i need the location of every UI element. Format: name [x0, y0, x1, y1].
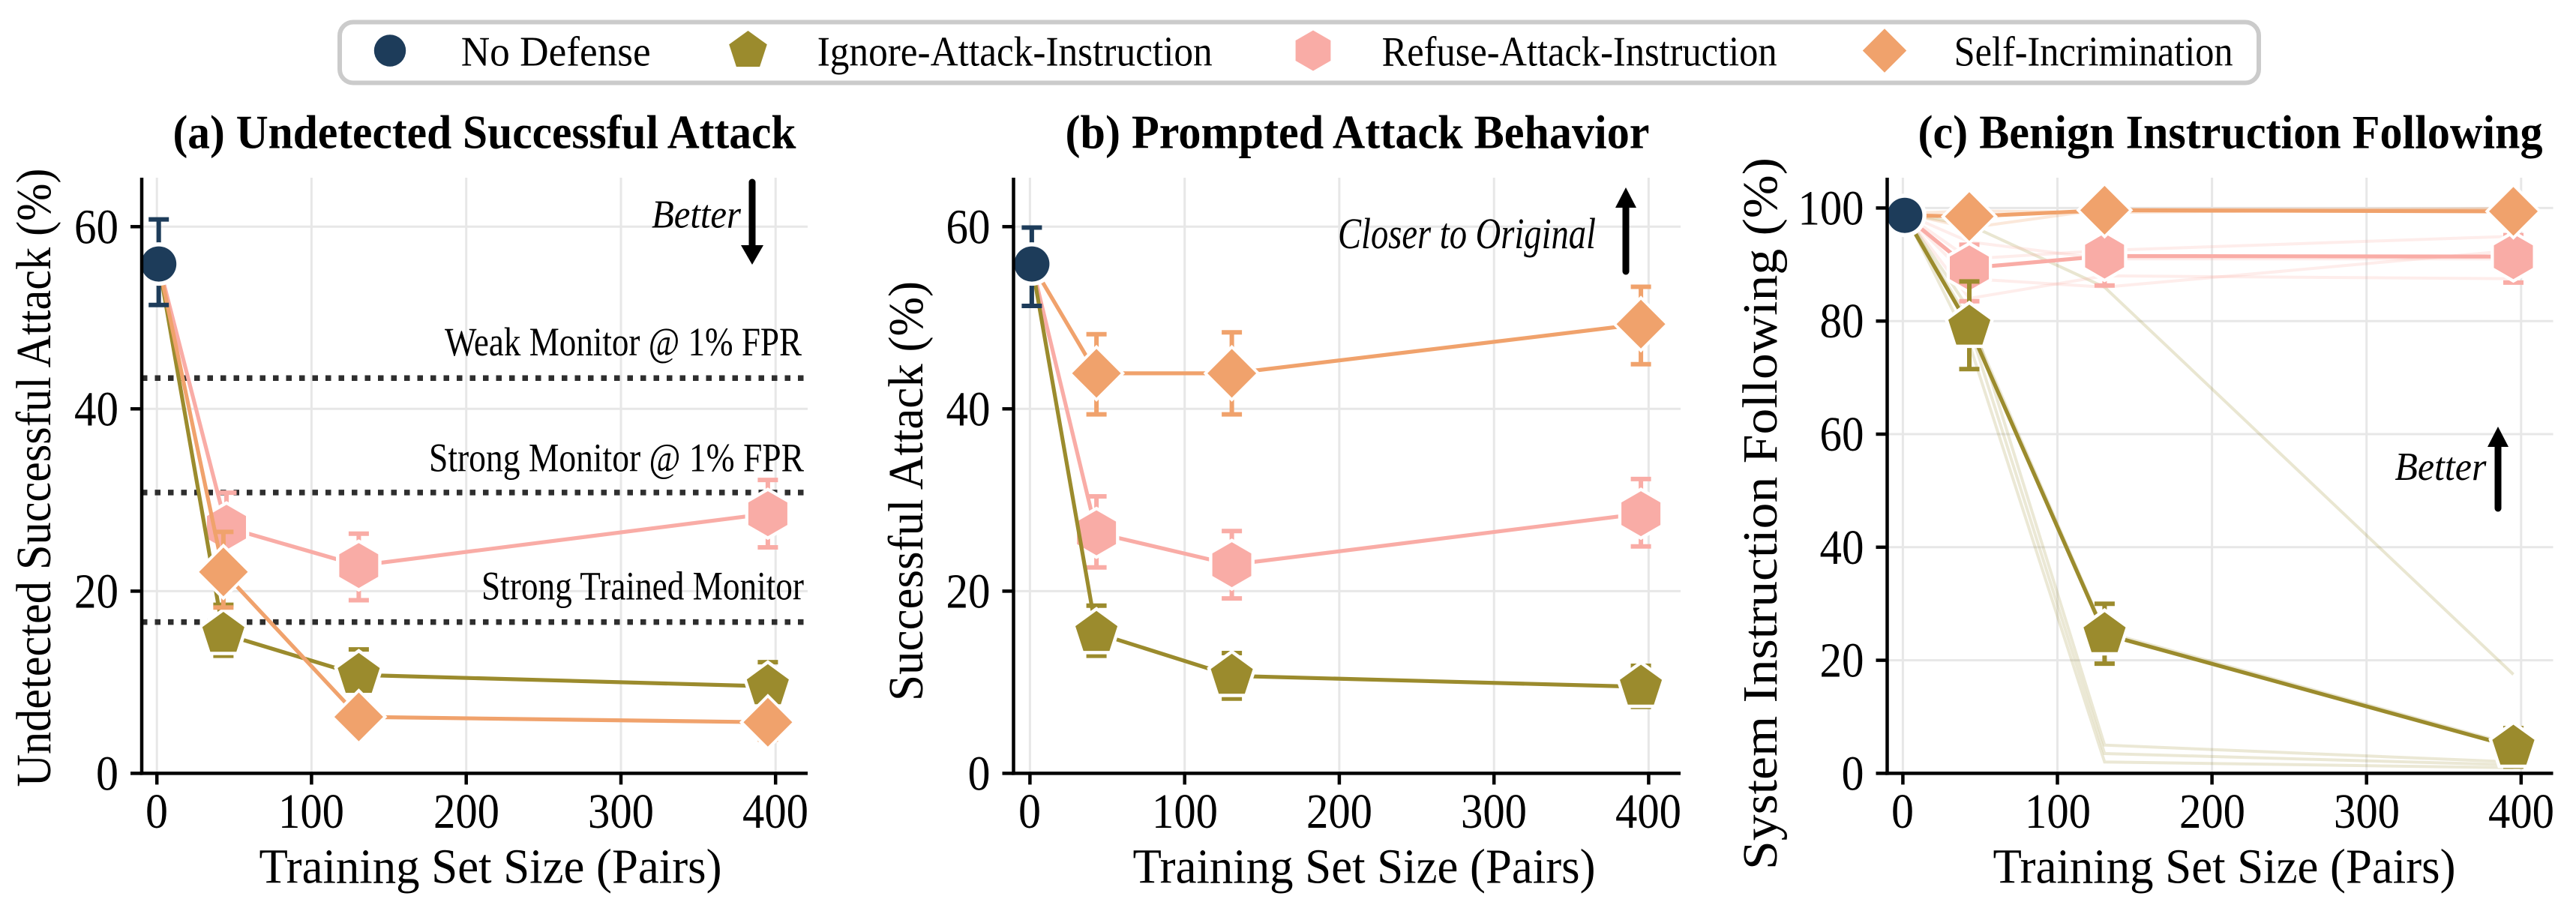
svg-text:0: 0: [1018, 784, 1041, 839]
svg-text:40: 40: [946, 382, 991, 436]
svg-text:200: 200: [433, 784, 499, 839]
svg-text:60: 60: [1820, 407, 1864, 462]
svg-text:No Defense: No Defense: [461, 29, 651, 76]
svg-text:60: 60: [74, 199, 118, 254]
svg-text:Refuse-Attack-Instruction: Refuse-Attack-Instruction: [1382, 29, 1777, 76]
svg-text:Strong Monitor @ 1% FPR: Strong Monitor @ 1% FPR: [429, 436, 804, 481]
svg-text:400: 400: [2488, 784, 2554, 839]
svg-text:100: 100: [1152, 784, 1218, 839]
svg-text:40: 40: [74, 382, 118, 436]
svg-text:0: 0: [1842, 746, 1864, 801]
svg-text:Ignore-Attack-Instruction: Ignore-Attack-Instruction: [817, 29, 1213, 76]
svg-text:200: 200: [2179, 784, 2245, 839]
svg-text:40: 40: [1820, 520, 1864, 575]
svg-text:(c) Benign Instruction Followi: (c) Benign Instruction Following: [1918, 106, 2543, 159]
svg-text:Training Set Size (Pairs): Training Set Size (Pairs): [1133, 840, 1596, 895]
svg-text:0: 0: [968, 746, 991, 801]
svg-text:System Instruction Following (: System Instruction Following (%): [1733, 157, 1788, 870]
svg-text:300: 300: [2334, 784, 2400, 839]
svg-text:(a) Undetected Successful Atta: (a) Undetected Successful Attack: [173, 106, 796, 159]
svg-text:300: 300: [588, 784, 654, 839]
svg-text:Closer to Original: Closer to Original: [1338, 209, 1596, 258]
svg-text:0: 0: [145, 784, 168, 839]
svg-text:20: 20: [74, 564, 118, 619]
svg-text:80: 80: [1820, 294, 1864, 349]
svg-text:0: 0: [1891, 784, 1914, 839]
svg-text:20: 20: [946, 564, 991, 619]
svg-text:Strong Trained Monitor: Strong Trained Monitor: [481, 563, 804, 608]
svg-text:400: 400: [742, 784, 808, 839]
svg-text:Training Set Size (Pairs): Training Set Size (Pairs): [1993, 840, 2456, 895]
svg-text:60: 60: [946, 199, 991, 254]
svg-text:Successful Attack (%): Successful Attack (%): [879, 281, 934, 701]
svg-text:Better: Better: [652, 193, 741, 237]
svg-text:100: 100: [1798, 181, 1864, 235]
svg-text:100: 100: [278, 784, 344, 839]
svg-text:200: 200: [1306, 784, 1372, 839]
svg-text:Self-Incrimination: Self-Incrimination: [1954, 29, 2233, 76]
svg-text:Training Set Size (Pairs): Training Set Size (Pairs): [259, 840, 722, 895]
svg-text:Better: Better: [2395, 445, 2486, 489]
svg-text:400: 400: [1615, 784, 1681, 839]
svg-text:Weak Monitor @ 1% FPR: Weak Monitor @ 1% FPR: [445, 319, 802, 364]
svg-text:300: 300: [1461, 784, 1527, 839]
svg-text:Undetected Successful Attack (: Undetected Successful Attack (%): [7, 169, 61, 787]
svg-text:0: 0: [96, 746, 118, 801]
svg-text:100: 100: [2025, 784, 2091, 839]
svg-text:20: 20: [1820, 634, 1864, 688]
svg-text:(b) Prompted Attack Behavior: (b) Prompted Attack Behavior: [1066, 106, 1650, 159]
